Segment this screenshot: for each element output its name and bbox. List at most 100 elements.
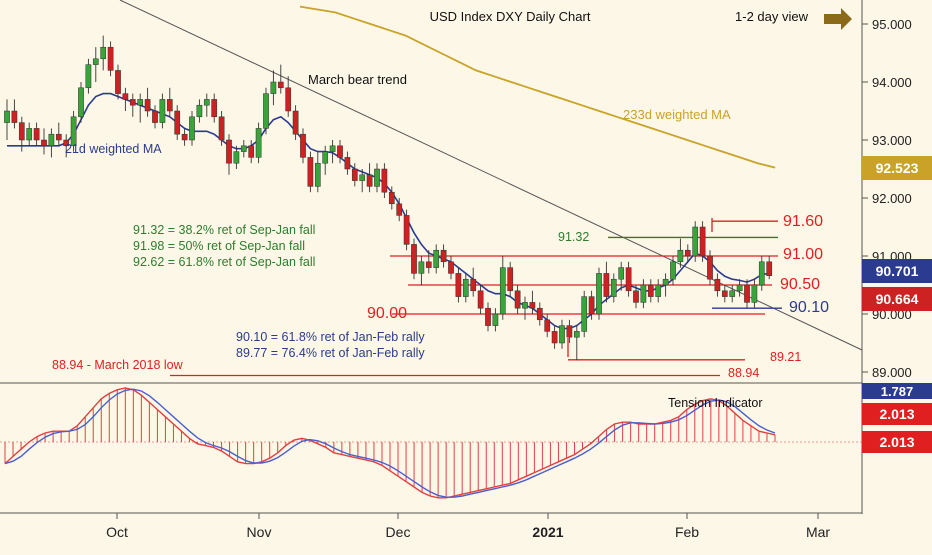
candle-down: [351, 168, 358, 181]
candle-up: [492, 313, 499, 326]
candle-down: [181, 133, 188, 141]
tension-indicator-label: Tension Indicator: [668, 396, 763, 410]
candle-up: [270, 81, 277, 94]
candle-up: [329, 145, 336, 152]
tag-ma21: 90.701: [876, 263, 919, 279]
fib-50-label: 91.98 = 50% ret of Sep-Jan fall: [133, 239, 305, 253]
fib-38-label: 91.32 = 38.2% ret of Sep-Jan fall: [133, 223, 315, 237]
y-tick-92000: 92.000: [872, 191, 912, 206]
candle-up: [610, 278, 617, 297]
y-tick-95000: 95.000: [872, 17, 912, 32]
candle-down: [440, 249, 447, 263]
candle-up: [758, 261, 765, 286]
x-tick-2021: 2021: [532, 524, 563, 540]
level-label-8894: 88.94: [728, 366, 759, 380]
y-tick-89000: 89.000: [872, 365, 912, 380]
candle-down: [470, 278, 477, 292]
candle-down: [536, 307, 543, 321]
candle-down: [129, 99, 136, 106]
candle-up: [729, 290, 736, 297]
candle-down: [514, 290, 521, 309]
candle-up: [581, 296, 588, 332]
candle-down: [411, 244, 417, 274]
tension-tag-1-bg: [862, 403, 932, 425]
candle-down: [633, 290, 639, 303]
level-label-9050: 90.50: [780, 276, 820, 293]
candle-down: [566, 325, 573, 338]
candle-up: [255, 128, 262, 158]
candle-down: [388, 191, 395, 205]
candle-up: [359, 174, 366, 181]
candle-down: [166, 99, 173, 112]
candle-down: [292, 110, 299, 135]
candle-down: [721, 290, 728, 297]
candle-down: [529, 302, 536, 309]
candle-up: [263, 93, 269, 129]
y-tick-94000: 94.000: [872, 75, 912, 90]
candle-down: [11, 110, 18, 123]
x-tick-mar: Mar: [806, 524, 830, 540]
candle-up: [736, 284, 743, 292]
candle-down: [307, 157, 314, 187]
candle-down: [396, 203, 403, 216]
candle-up: [322, 151, 329, 164]
axis-layer: [116, 23, 868, 519]
candle-up: [92, 58, 99, 65]
candle-down: [551, 331, 558, 344]
candle-down: [41, 139, 47, 147]
candle-up: [751, 284, 758, 303]
candle-up: [596, 273, 602, 315]
candle-down: [144, 99, 151, 112]
candle-up: [137, 99, 144, 106]
tag-ma233-bg: [862, 156, 932, 180]
candle-up: [189, 116, 195, 141]
x-tick-oct: Oct: [106, 524, 128, 540]
candle-down: [448, 261, 454, 274]
x-tick-nov: Nov: [247, 524, 272, 540]
low-2018-label: 88.94 - March 2018 low: [52, 358, 184, 372]
chart-subtitle: 1-2 day view: [735, 9, 809, 24]
candle-down: [107, 46, 114, 71]
candle-down: [344, 157, 351, 170]
tension-cut-tag: 1.787: [881, 384, 914, 399]
candle-down: [174, 110, 181, 135]
candle-up: [692, 226, 699, 257]
fib-618-label: 92.62 = 61.8% ret of Sep-Jan fall: [133, 255, 315, 269]
candle-down: [33, 128, 40, 141]
candle-down: [485, 307, 491, 326]
candle-down: [300, 133, 306, 158]
candle-up: [26, 128, 33, 141]
candle-up: [78, 87, 84, 118]
candle-down: [115, 70, 121, 94]
candle-up: [240, 145, 247, 152]
rally-618-label: 90.10 = 61.8% ret of Jan-Feb rally: [236, 330, 425, 344]
ma233-line: [299, 5, 776, 169]
level-label-9132: 91.32: [558, 230, 589, 244]
level-layer: [170, 218, 782, 377]
candle-up: [196, 104, 203, 118]
tension-cut-tag-bg: [862, 383, 932, 399]
candle-up: [48, 133, 55, 147]
candle-down: [603, 273, 610, 297]
candle-down: [277, 81, 284, 89]
rally-764-label: 89.77 = 76.4% ret of Jan-Feb rally: [236, 346, 425, 360]
candle-down: [625, 267, 632, 292]
candle-up: [203, 99, 210, 106]
candle-down: [544, 319, 551, 332]
tag-ma21-bg: [862, 259, 932, 283]
candle-down: [381, 168, 388, 193]
candle-up: [418, 261, 425, 274]
tag-last: 90.664: [876, 291, 919, 307]
candle-down: [55, 133, 62, 141]
main-plot-area: [0, 0, 862, 383]
candle-down: [248, 145, 255, 158]
candle-down: [285, 87, 292, 112]
candle-down: [766, 261, 773, 276]
candle-down: [588, 296, 595, 315]
tension-layer: [0, 387, 862, 499]
candle-up: [655, 284, 662, 297]
candle-down: [699, 226, 706, 257]
tension-tag-2: 2.013: [879, 434, 914, 450]
